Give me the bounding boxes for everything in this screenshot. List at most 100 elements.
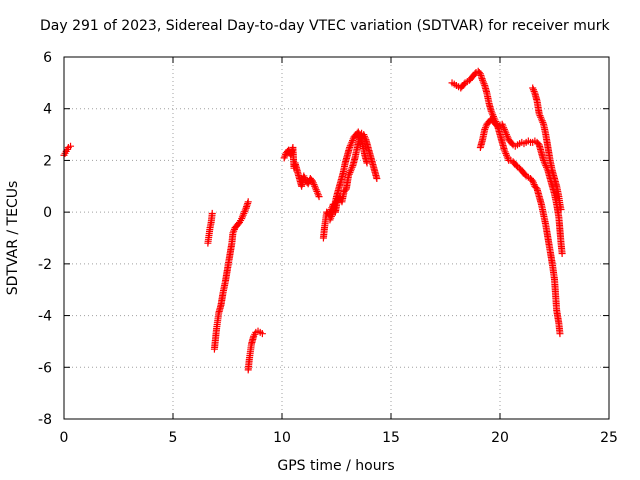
x-axis-title: GPS time / hours xyxy=(277,458,394,474)
data-point xyxy=(346,142,354,150)
data-point xyxy=(309,179,317,187)
data-point xyxy=(314,191,322,199)
data-point xyxy=(327,214,335,222)
data-point xyxy=(498,120,506,128)
data-point xyxy=(346,144,354,151)
data-point xyxy=(348,138,356,146)
data-point xyxy=(314,189,322,197)
data-point xyxy=(481,124,489,132)
plot-frame xyxy=(63,56,610,420)
y-tick-label: 0 xyxy=(43,205,52,221)
data-point xyxy=(500,124,508,132)
data-point xyxy=(360,132,368,140)
data-point xyxy=(537,115,545,123)
data-point xyxy=(373,175,381,183)
axes: 0 5 10 15 20 25 -8 -6 -4 -2 0 2 4 6 xyxy=(38,50,618,446)
data-point xyxy=(480,80,488,88)
data-point xyxy=(355,130,363,138)
data-point xyxy=(500,146,508,154)
data-point xyxy=(535,110,543,118)
data-point xyxy=(499,122,507,130)
data-point xyxy=(309,177,317,185)
y-tick-label: -6 xyxy=(38,360,52,376)
data-point xyxy=(503,153,511,161)
data-point xyxy=(347,167,355,175)
data-point xyxy=(501,148,509,156)
data-point xyxy=(557,206,565,214)
data-point xyxy=(363,159,371,167)
y-tick-label: -4 xyxy=(38,309,52,325)
data-point xyxy=(258,330,266,338)
data-point xyxy=(326,216,334,224)
x-tick-label: 20 xyxy=(491,430,509,446)
data-point xyxy=(244,198,252,206)
data-point xyxy=(539,119,547,127)
data-points xyxy=(60,67,566,374)
data-point xyxy=(538,117,546,125)
x-tick-label: 5 xyxy=(169,430,178,446)
data-point xyxy=(344,172,352,180)
data-point xyxy=(501,127,509,135)
data-point xyxy=(529,86,537,94)
data-point xyxy=(529,179,537,187)
data-point xyxy=(540,158,548,166)
data-point xyxy=(300,172,308,180)
data-point xyxy=(238,215,246,223)
data-point xyxy=(500,125,508,133)
data-point xyxy=(502,150,510,158)
data-point xyxy=(230,227,238,235)
chart-title: Day 291 of 2023, Sidereal Day-to-day VTE… xyxy=(40,18,610,34)
data-point xyxy=(229,229,237,237)
data-point xyxy=(502,129,510,137)
data-point xyxy=(281,152,289,160)
data-point xyxy=(208,209,216,217)
data-point xyxy=(481,125,489,133)
data-point xyxy=(301,174,309,182)
data-point xyxy=(347,165,355,173)
data-point xyxy=(311,184,319,192)
data-point xyxy=(537,113,545,121)
x-tick-label: 15 xyxy=(382,430,400,446)
data-point xyxy=(503,132,511,140)
data-point xyxy=(530,87,538,95)
y-tick-label: -2 xyxy=(38,257,52,273)
data-point xyxy=(280,154,288,162)
data-point xyxy=(346,168,354,176)
data-point xyxy=(311,182,319,190)
data-point xyxy=(304,180,312,188)
data-point xyxy=(361,134,369,142)
x-tick-label: 0 xyxy=(60,430,69,446)
y-tick-label: 4 xyxy=(43,102,52,118)
data-point xyxy=(239,211,247,219)
data-point xyxy=(327,212,335,220)
data-point xyxy=(241,208,249,216)
data-point xyxy=(348,137,356,145)
y-tick-label: 6 xyxy=(43,50,52,66)
data-point xyxy=(479,78,487,86)
data-point xyxy=(345,170,353,178)
data-point xyxy=(558,250,566,258)
data-point xyxy=(310,181,318,189)
x-tick-label: 10 xyxy=(273,430,291,446)
data-point xyxy=(540,156,548,164)
data-point xyxy=(241,206,249,214)
data-point xyxy=(315,193,323,201)
data-point xyxy=(313,187,321,195)
data-point xyxy=(348,163,356,171)
data-point xyxy=(487,107,495,115)
data-point xyxy=(479,76,487,84)
data-point xyxy=(488,109,496,117)
data-point xyxy=(503,131,511,139)
data-point xyxy=(536,112,544,120)
y-tick-label: 2 xyxy=(43,153,52,169)
data-point xyxy=(529,84,537,92)
data-point xyxy=(529,177,537,185)
data-point xyxy=(503,151,511,159)
data-point xyxy=(67,142,75,150)
data-point xyxy=(556,330,564,338)
y-axis-title: SDTVAR / TECUs xyxy=(5,181,21,296)
data-point xyxy=(356,131,364,139)
data-point xyxy=(354,128,362,136)
data-point xyxy=(312,186,320,194)
